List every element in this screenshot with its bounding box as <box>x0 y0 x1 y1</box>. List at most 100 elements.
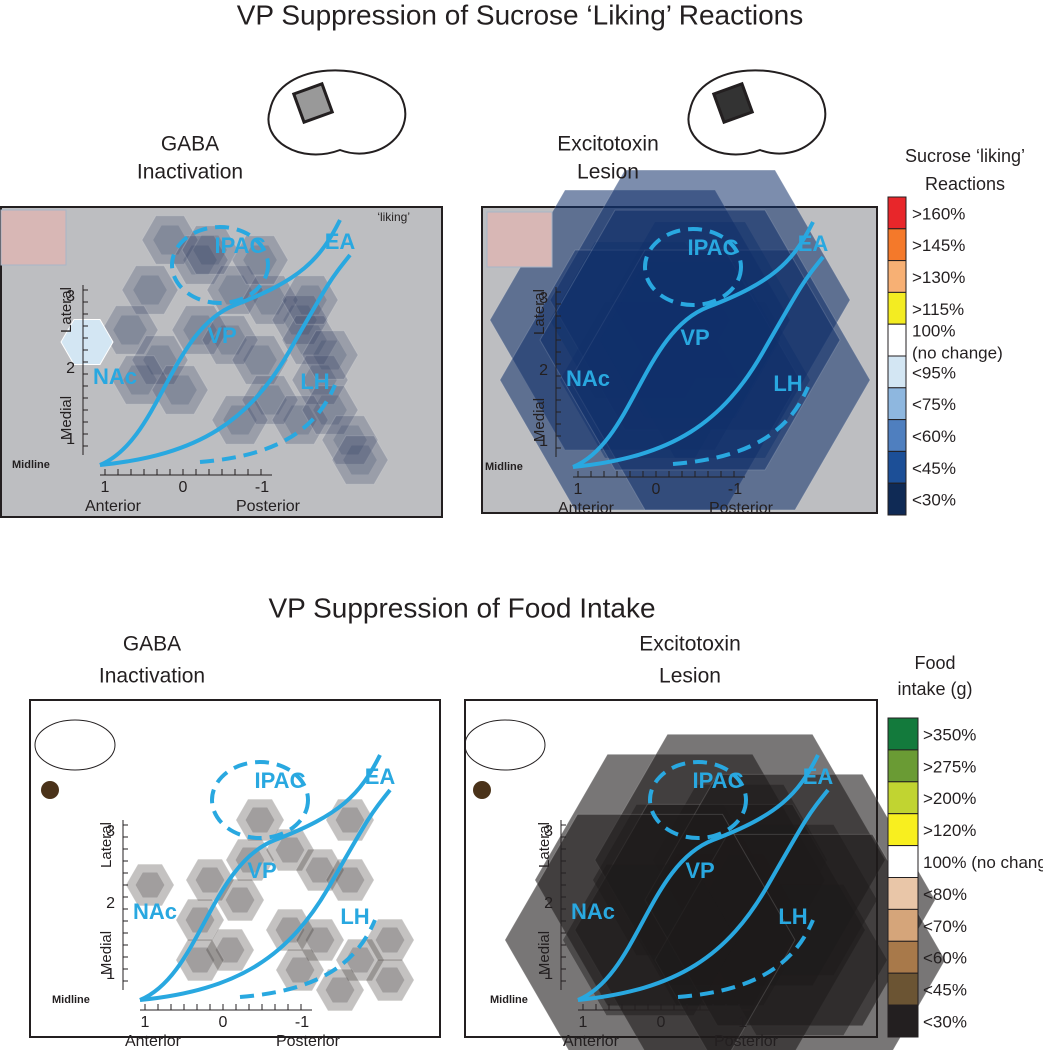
panel-label: Lesion <box>659 665 721 688</box>
heat-hex <box>201 315 259 365</box>
ipac-boundary <box>210 760 310 840</box>
legend-label: <60% <box>912 427 956 446</box>
legend-title: Food <box>914 653 955 673</box>
brain-icon <box>267 69 407 156</box>
heat-hex <box>218 275 252 305</box>
legend-swatch <box>887 781 919 815</box>
heat-hex <box>235 847 265 873</box>
legend-swatch <box>887 291 907 325</box>
legend-swatch <box>887 196 907 230</box>
panel-note: ‘liking’ <box>377 210 410 224</box>
y-tick-label: 2 <box>544 895 553 912</box>
axis-label: Midline <box>12 459 50 471</box>
vp-boundary <box>99 219 342 467</box>
legend-swatch <box>887 450 907 484</box>
rat-icon <box>34 719 116 771</box>
legend-label: >160% <box>912 204 965 223</box>
axis-label: Anterior <box>85 498 142 515</box>
axis-label: Anterior <box>125 1033 182 1050</box>
vp-boundary <box>572 255 825 469</box>
panel-label: Lesion <box>577 161 639 184</box>
legend-label: <95% <box>912 363 956 382</box>
heat-hex <box>223 405 257 435</box>
legend-swatch <box>887 228 907 262</box>
region-label: NAc <box>571 899 615 924</box>
legend-swatch <box>887 419 907 452</box>
x-tick-label: 0 <box>652 481 661 498</box>
x-tick-label: 1 <box>579 1014 588 1031</box>
legend-swatch <box>887 845 919 878</box>
x-tick-label: 0 <box>657 1014 666 1031</box>
y-tick-label: 3 <box>539 290 548 307</box>
y-tick-label: 3 <box>544 823 553 840</box>
heat-hex <box>293 285 327 315</box>
vp-boundary <box>577 754 820 1002</box>
legend-label: <45% <box>923 981 967 1000</box>
heat-hex <box>335 807 365 833</box>
y-tick-label: 3 <box>106 823 115 840</box>
lh-boundary <box>199 384 337 464</box>
rat-icon <box>464 719 546 771</box>
axis-label: Lateral <box>536 822 553 868</box>
heat-hex <box>375 967 405 993</box>
heat-hex <box>213 325 247 355</box>
axis-label: Medial <box>58 396 75 440</box>
legend-swatch <box>887 387 907 421</box>
heat-hex <box>305 927 335 953</box>
region-label: VP <box>685 858 714 883</box>
vp-boundary <box>139 754 382 1002</box>
heat-hex <box>285 957 315 983</box>
vp-boundary <box>577 788 830 1002</box>
x-tick-label: -1 <box>728 481 742 498</box>
panel-label: Excitotoxin <box>557 133 659 156</box>
panel: 3 2 1 1 0 -1 Lateral Medial Midline Anterior Poste… <box>0 69 407 515</box>
heat-hex <box>313 395 347 425</box>
heat-hex <box>183 245 217 275</box>
region-label: VP <box>680 325 709 350</box>
legend-label: <80% <box>923 885 967 904</box>
y-tick-label: 1 <box>544 966 553 983</box>
panel: 3 2 1 1 0 -1 Lateral Medial Midline Anterior Poste… <box>34 719 396 1050</box>
y-tick-label: 1 <box>106 966 115 983</box>
heat-hex <box>193 235 227 265</box>
vp-boundary <box>572 221 815 469</box>
legend-swatch <box>887 908 919 942</box>
legend-swatch <box>887 813 919 847</box>
food-pellet <box>473 781 491 799</box>
region-label: IPAC <box>255 768 306 793</box>
panel: 3 2 1 1 0 -1 Lateral Medial Midline Anterior Poste… <box>464 719 834 1050</box>
region-label: VP <box>207 323 236 348</box>
x-tick-label: 1 <box>574 481 583 498</box>
heat-hex <box>335 867 365 893</box>
panel-label: Inactivation <box>99 665 205 688</box>
x-tick-label: -1 <box>255 479 269 496</box>
legend-label: >200% <box>923 789 976 808</box>
legend-label: <30% <box>923 1013 967 1032</box>
subject-photo <box>0 209 67 266</box>
region-label: EA <box>365 764 396 789</box>
legend-swatch <box>887 482 907 516</box>
region-label: NAc <box>93 364 137 389</box>
x-tick-label: 0 <box>179 479 188 496</box>
region-label: NAc <box>133 899 177 924</box>
heat-hex <box>271 395 329 445</box>
region-label: LH <box>340 904 369 929</box>
legend-label: <30% <box>912 491 956 510</box>
lh-boundary <box>239 919 377 999</box>
panel: 3 2 1 1 0 -1 Lateral Medial Midline Anterior Poste… <box>485 69 828 517</box>
region-label: LH <box>778 904 807 929</box>
heat-hex <box>275 837 305 863</box>
region-label: EA <box>803 764 834 789</box>
legend-label: >350% <box>923 725 976 744</box>
legend-label: <60% <box>923 949 967 968</box>
heat-hex <box>135 872 165 898</box>
legend-label: 100% <box>912 322 955 341</box>
heat-hex <box>504 813 796 1055</box>
axis-label: Medial <box>98 931 115 975</box>
y-tick-label: 2 <box>66 360 75 377</box>
ipac-boundary <box>643 227 743 307</box>
legend-swatch <box>887 323 907 357</box>
heat-hex <box>539 209 841 471</box>
axis-label: Anterior <box>563 1033 620 1050</box>
